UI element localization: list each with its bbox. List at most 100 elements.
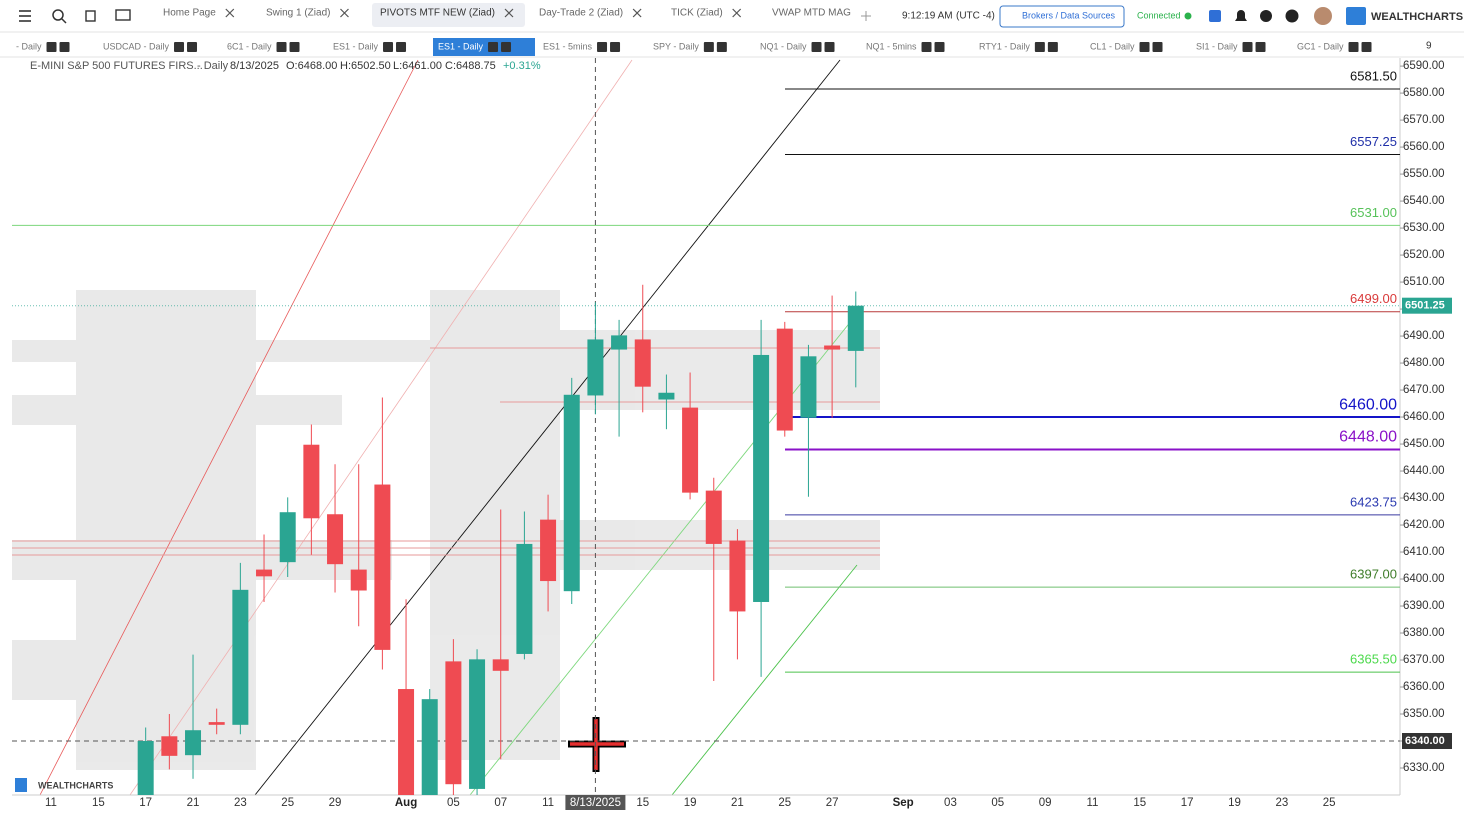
level-label: 6581.50: [1350, 68, 1397, 83]
tab-close[interactable]: [225, 8, 235, 18]
symbol-tab-icon[interactable]: [174, 42, 185, 52]
y-tick-label: 6440.00: [1403, 465, 1445, 477]
candle-body: [232, 589, 249, 725]
legend: E-MINI S&P 500 FUTURES FIRS... - Daily 8…: [30, 60, 541, 72]
symbol-tab[interactable]: NQ1 - 5mins: [866, 41, 917, 51]
symbol-tab[interactable]: CL1 - Daily: [1090, 41, 1135, 51]
candle-body: [445, 661, 462, 785]
tab-close[interactable]: [504, 8, 514, 18]
tab-close[interactable]: [732, 8, 742, 18]
symbol-tab[interactable]: NQ1 - Daily: [760, 41, 807, 51]
symbol-tab-icon[interactable]: [59, 42, 70, 52]
symbol-tab[interactable]: 6C1 - Daily: [227, 41, 272, 51]
watermark: WEALTHCHARTS: [38, 780, 113, 790]
tab[interactable]: PIVOTS MTF NEW (Ziad): [380, 8, 495, 19]
symbol-tab[interactable]: USDCAD - Daily: [103, 41, 170, 51]
x-tick-label: 15: [636, 797, 649, 809]
level-label: 6365.50: [1350, 652, 1397, 667]
y-tick-label: 6580.00: [1403, 87, 1445, 99]
symbol-tab[interactable]: ES1 - Daily: [333, 41, 379, 51]
avatar[interactable]: [1314, 7, 1332, 25]
y-tick-label: 6370.00: [1403, 654, 1445, 666]
x-tick-label: 05: [447, 797, 460, 809]
symbol-tab[interactable]: - Daily: [16, 41, 42, 51]
symbol-tab[interactable]: ES1 - Daily: [438, 41, 484, 51]
bell-icon[interactable]: [1235, 10, 1247, 21]
y-tick-label: 6590.00: [1403, 60, 1445, 72]
symbol-tab-icon[interactable]: [703, 42, 714, 52]
symbol-tab-icon[interactable]: [716, 42, 727, 52]
help-icon[interactable]: [1285, 9, 1299, 23]
x-tick-label: 27: [826, 797, 839, 809]
x-tick-label: 19: [1228, 797, 1241, 809]
brokers-button[interactable]: [999, 5, 1125, 28]
y-tick-label: 6550.00: [1403, 168, 1445, 180]
crosshair-y-badge: [1402, 733, 1452, 750]
symbol-tab-icon[interactable]: [1034, 42, 1045, 52]
brand-logo: [1346, 7, 1366, 25]
y-tick-label: 6530.00: [1403, 222, 1445, 234]
symbol-tab-icon[interactable]: [824, 42, 835, 52]
layout-count[interactable]: 9: [1426, 41, 1432, 52]
settings-icon[interactable]: [1260, 10, 1272, 22]
candle-body: [540, 519, 557, 582]
symbol-tab-icon[interactable]: [501, 42, 512, 52]
symbol-tab-icon[interactable]: [1361, 42, 1372, 52]
x-tick-label: 07: [494, 797, 507, 809]
tab-add[interactable]: [861, 11, 871, 21]
level-label: 6531.00: [1350, 205, 1397, 220]
symbol-tab-icon[interactable]: [811, 42, 822, 52]
menu-icon[interactable]: [19, 10, 31, 22]
symbol-tab-icon[interactable]: [1047, 42, 1058, 52]
symbol-tab-icon[interactable]: [1242, 42, 1253, 52]
ai-icon[interactable]: [115, 9, 131, 21]
search-icon[interactable]: [52, 9, 67, 24]
candle-body: [398, 689, 415, 795]
symbol-tab-icon[interactable]: [934, 42, 945, 52]
tab[interactable]: Day-Trade 2 (Ziad): [539, 8, 623, 19]
symbol-tab-icon[interactable]: [1139, 42, 1150, 52]
tab[interactable]: Swing 1 (Ziad): [266, 8, 330, 19]
layers-icon[interactable]: [85, 10, 96, 22]
x-tick-label: 25: [778, 797, 791, 809]
x-tick-label: 19: [684, 797, 697, 809]
symbol-tab-icon[interactable]: [1255, 42, 1266, 52]
symbol-tab-icon[interactable]: [187, 42, 198, 52]
x-tick-label: 11: [45, 797, 57, 809]
symbol-tab-icon[interactable]: [1348, 42, 1359, 52]
symbol-tab[interactable]: SPY - Daily: [653, 41, 699, 51]
y-tick-label: 6330.00: [1403, 762, 1445, 774]
symbol-tab-icon[interactable]: [396, 42, 407, 52]
symbol-tab-icon[interactable]: [46, 42, 57, 52]
candle-body: [587, 339, 604, 396]
tab-close[interactable]: [340, 8, 349, 18]
symbol-tab[interactable]: SI1 - Daily: [1196, 41, 1238, 51]
symbol-tab-icon[interactable]: [383, 42, 394, 52]
level-label: 6460.00: [1339, 396, 1397, 413]
tab[interactable]: VWAP MTD MAG: [772, 8, 851, 19]
symbol-tab-icon[interactable]: [921, 42, 932, 52]
brokers-label[interactable]: Brokers / Data Sources: [1022, 10, 1116, 20]
symbol-tab-icon[interactable]: [597, 42, 608, 52]
tab[interactable]: TICK (Ziad): [671, 8, 723, 19]
symbol-tab-icon[interactable]: [289, 42, 300, 52]
symbol-tab[interactable]: RTY1 - Daily: [979, 41, 1030, 51]
symbol-tab[interactable]: ES1 - 5mins: [543, 41, 593, 51]
save-icon[interactable]: [1209, 10, 1221, 22]
tab[interactable]: Home Page: [163, 8, 216, 19]
symbol-tab-icon[interactable]: [488, 42, 499, 52]
symbol-tab-icon[interactable]: [610, 42, 621, 52]
candle-body: [729, 540, 746, 612]
y-tick-label: 6460.00: [1403, 411, 1445, 423]
drawings: [12, 59, 880, 795]
y-tick-label: 6420.00: [1403, 519, 1445, 531]
x-tick-label: 11: [1087, 797, 1099, 809]
symbol-tab[interactable]: GC1 - Daily: [1297, 41, 1344, 51]
legend-symbol: E-MINI S&P 500 FUTURES FIRS...: [30, 60, 203, 72]
symbol-tab-icon[interactable]: [276, 42, 287, 52]
symbol-tab-icon[interactable]: [1152, 42, 1163, 52]
tab-close[interactable]: [632, 8, 642, 18]
candle-body: [421, 699, 438, 795]
y-tick-label: 6570.00: [1403, 114, 1445, 126]
